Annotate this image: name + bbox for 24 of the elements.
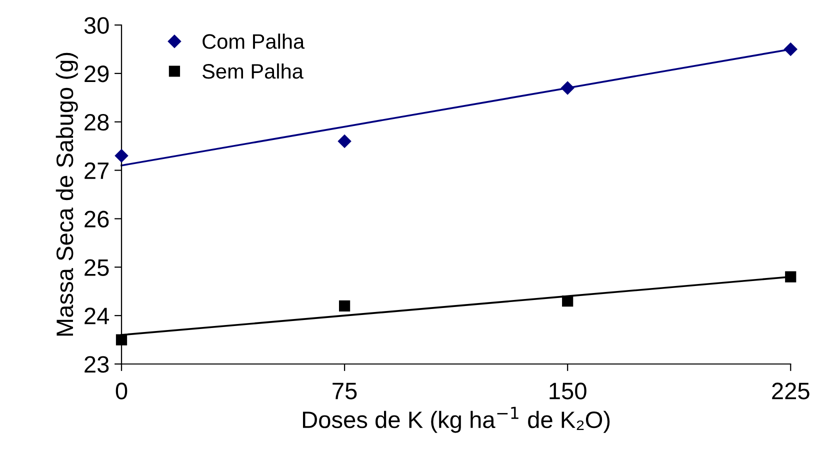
- y-tick-label: 23: [84, 356, 109, 373]
- y-tick-label: 29: [84, 66, 109, 82]
- legend-label: Com Palha: [202, 34, 305, 49]
- x-tick-label: 75: [332, 382, 357, 400]
- y-tick-label: 30: [84, 17, 109, 34]
- y-tick-label: 24: [84, 308, 110, 324]
- x-tick-label: 225: [772, 382, 810, 400]
- point: [784, 42, 798, 56]
- legend-label: Sem Palha: [202, 63, 304, 79]
- y-tick-label: 27: [84, 162, 109, 179]
- point: [560, 81, 574, 95]
- point: [338, 134, 352, 148]
- point: [338, 300, 350, 312]
- y-tick-label: 25: [84, 259, 109, 276]
- point: [116, 334, 128, 346]
- point: [785, 271, 796, 282]
- point: [562, 295, 574, 307]
- x-tick-label: 150: [550, 382, 586, 400]
- x-axis-title: Doses de K (kg ha$^{−1}$ de K₂O): [302, 406, 610, 433]
- y-axis-title: Massa Seca de Sabugo (g): [56, 52, 78, 336]
- x-tick-label: 0: [116, 382, 128, 400]
- point: [114, 149, 128, 162]
- y-tick-label: 26: [84, 210, 109, 228]
- y-tick-label: 28: [84, 114, 109, 131]
